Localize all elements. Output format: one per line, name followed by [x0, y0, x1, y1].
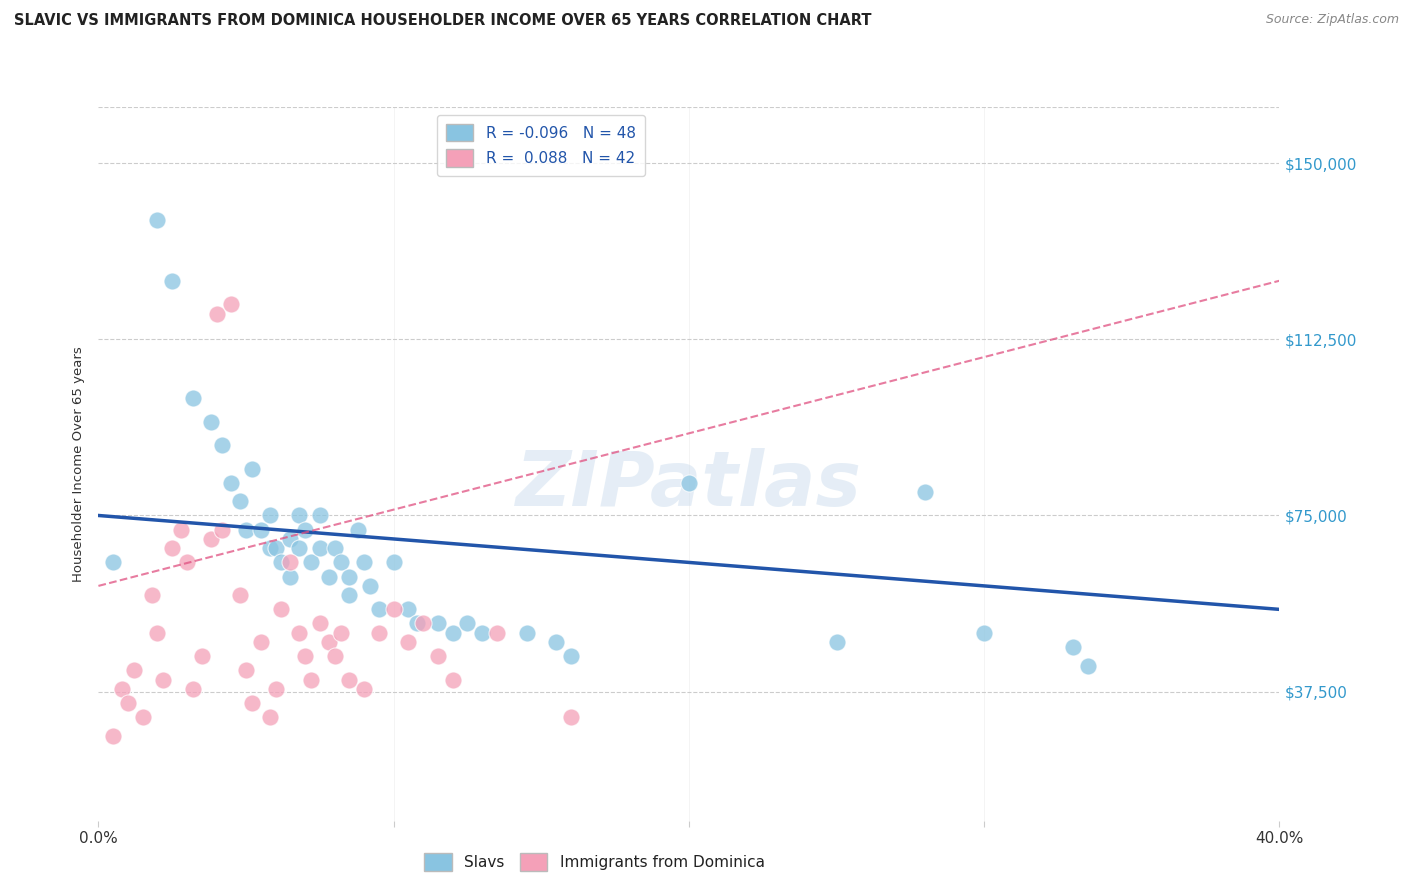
Point [176, 556, 198, 570]
Point [294, 649, 316, 664]
Point [396, 602, 419, 616]
Point [1062, 640, 1084, 654]
Point [181, 391, 204, 405]
Point [259, 710, 281, 724]
Point [412, 616, 434, 631]
Point [270, 556, 292, 570]
Point [162, 274, 183, 288]
Point [441, 625, 464, 640]
Point [111, 682, 134, 697]
Text: ZIPatlas: ZIPatlas [516, 449, 862, 522]
Point [288, 541, 311, 556]
Point [200, 532, 222, 546]
Point [329, 556, 352, 570]
Point [132, 710, 155, 724]
Point [973, 625, 995, 640]
Point [678, 475, 700, 490]
Point [170, 523, 193, 537]
Point [546, 635, 568, 649]
Point [382, 602, 405, 616]
Point [368, 602, 391, 616]
Point [141, 588, 163, 602]
Point [406, 616, 429, 631]
Point [200, 415, 222, 429]
Point [427, 616, 450, 631]
Point [427, 649, 450, 664]
Point [235, 664, 257, 678]
Point [250, 523, 273, 537]
Point [146, 212, 169, 227]
Point [914, 485, 936, 500]
Point [235, 523, 257, 537]
Point [347, 523, 370, 537]
Point [162, 541, 183, 556]
Point [211, 438, 233, 452]
Point [146, 625, 169, 640]
Point [329, 625, 352, 640]
Point [515, 625, 537, 640]
Point [250, 635, 273, 649]
Point [219, 297, 242, 311]
Y-axis label: Householder Income Over 65 years: Householder Income Over 65 years [72, 346, 86, 582]
Point [471, 625, 494, 640]
Point [318, 569, 340, 583]
Point [240, 696, 263, 710]
Point [299, 673, 322, 687]
Point [264, 541, 287, 556]
Point [122, 664, 145, 678]
Point [278, 556, 302, 570]
Point [103, 729, 125, 743]
Legend: Slavs, Immigrants from Dominica: Slavs, Immigrants from Dominica [419, 847, 770, 877]
Point [270, 602, 292, 616]
Point [288, 508, 311, 523]
Point [396, 635, 419, 649]
Point [353, 682, 375, 697]
Point [323, 649, 346, 664]
Point [560, 710, 582, 724]
Point [368, 625, 391, 640]
Point [353, 556, 375, 570]
Point [205, 307, 228, 321]
Point [1077, 658, 1099, 673]
Point [240, 461, 263, 475]
Point [259, 541, 281, 556]
Point [264, 682, 287, 697]
Point [288, 625, 311, 640]
Point [117, 696, 139, 710]
Point [299, 556, 322, 570]
Point [309, 616, 332, 631]
Point [294, 523, 316, 537]
Point [359, 579, 381, 593]
Point [382, 556, 405, 570]
Point [339, 588, 360, 602]
Point [560, 649, 582, 664]
Point [229, 588, 252, 602]
Point [323, 541, 346, 556]
Point [278, 532, 302, 546]
Text: Source: ZipAtlas.com: Source: ZipAtlas.com [1265, 13, 1399, 27]
Point [456, 616, 478, 631]
Text: SLAVIC VS IMMIGRANTS FROM DOMINICA HOUSEHOLDER INCOME OVER 65 YEARS CORRELATION : SLAVIC VS IMMIGRANTS FROM DOMINICA HOUSE… [14, 13, 872, 29]
Point [486, 625, 509, 640]
Point [152, 673, 174, 687]
Point [103, 556, 125, 570]
Point [211, 523, 233, 537]
Point [219, 475, 242, 490]
Point [339, 673, 360, 687]
Point [441, 673, 464, 687]
Point [309, 508, 332, 523]
Point [181, 682, 204, 697]
Point [318, 635, 340, 649]
Point [825, 635, 848, 649]
Point [339, 569, 360, 583]
Point [191, 649, 214, 664]
Point [259, 508, 281, 523]
Point [309, 541, 332, 556]
Point [229, 494, 252, 508]
Point [278, 569, 302, 583]
